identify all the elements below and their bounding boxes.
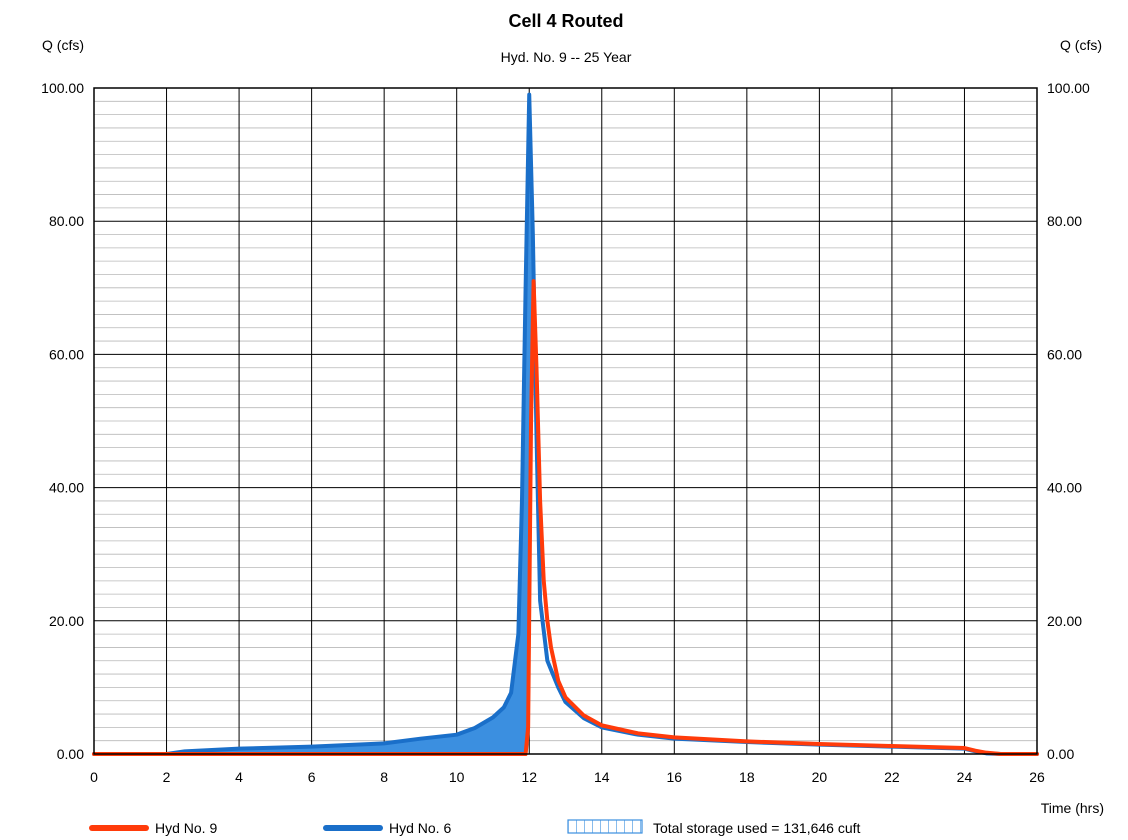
legend-item-hyd-6: Hyd No. 6 — [323, 820, 451, 836]
x-tick-label: 16 — [667, 769, 683, 785]
y-axis-label-right: Q (cfs) — [1060, 37, 1102, 53]
x-tick-label: 24 — [957, 769, 973, 785]
x-tick-label: 4 — [235, 769, 243, 785]
x-tick-label: 8 — [380, 769, 388, 785]
y-tick-label-right: 40.00 — [1047, 480, 1082, 496]
series-fill-area — [167, 94, 534, 754]
y-tick-label-left: 40.00 — [49, 480, 84, 496]
storage-area-fill — [167, 94, 534, 754]
minor-gridlines — [94, 100, 1037, 742]
y-tick-label-left: 100.00 — [41, 80, 84, 96]
legend-label-hyd-6: Hyd No. 6 — [389, 820, 451, 836]
y-tick-label-left: 60.00 — [49, 346, 84, 362]
series-line-hyd-9 — [92, 279, 1039, 756]
x-tick-label: 20 — [812, 769, 828, 785]
x-tick-label: 22 — [884, 769, 900, 785]
y-tick-label-right: 20.00 — [1047, 613, 1082, 629]
y-tick-label-left: 0.00 — [57, 746, 84, 762]
y-tick-label-right: 100.00 — [1047, 80, 1090, 96]
legend-swatch-storage — [567, 819, 643, 834]
x-tick-label: 2 — [163, 769, 171, 785]
x-axis-label: Time (hrs) — [1041, 800, 1104, 816]
legend-item-storage: Total storage used = 131,646 cuft — [567, 819, 861, 836]
x-tick-label: 6 — [308, 769, 316, 785]
x-tick-label: 18 — [739, 769, 755, 785]
x-tick-label: 14 — [594, 769, 610, 785]
y-tick-label-left: 80.00 — [49, 213, 84, 229]
x-tick-label: 12 — [521, 769, 537, 785]
x-tick-labels: 0 2 4 6 8 10 12 14 16 18 20 22 24 26 — [90, 769, 1045, 785]
legend: Hyd No. 9 Hyd No. 6 Total storage used =… — [89, 819, 861, 836]
chart-title: Cell 4 Routed — [508, 11, 623, 31]
y-tick-label-right: 80.00 — [1047, 213, 1082, 229]
y-tick-labels-right: 0.00 20.00 40.00 60.00 80.00 100.00 — [1047, 80, 1090, 762]
legend-label-storage: Total storage used = 131,646 cuft — [653, 820, 861, 836]
y-tick-label-right: 60.00 — [1047, 346, 1082, 362]
legend-item-hyd-9: Hyd No. 9 — [89, 820, 217, 836]
y-tick-label-right: 0.00 — [1047, 746, 1074, 762]
series-line-hyd-6 — [92, 92, 1039, 756]
plot-frame — [93, 87, 1038, 755]
y-tick-label-left: 20.00 — [49, 613, 84, 629]
legend-label-hyd-9: Hyd No. 9 — [155, 820, 217, 836]
y-tick-labels-left: 0.00 20.00 40.00 60.00 80.00 100.00 — [41, 80, 84, 762]
y-axis-label-left: Q (cfs) — [42, 37, 84, 53]
chart-subtitle: Hyd. No. 9 -- 25 Year — [501, 49, 632, 65]
series-lines — [92, 92, 1039, 756]
x-tick-label: 10 — [449, 769, 465, 785]
x-tick-label: 26 — [1029, 769, 1045, 785]
x-tick-label: 0 — [90, 769, 98, 785]
